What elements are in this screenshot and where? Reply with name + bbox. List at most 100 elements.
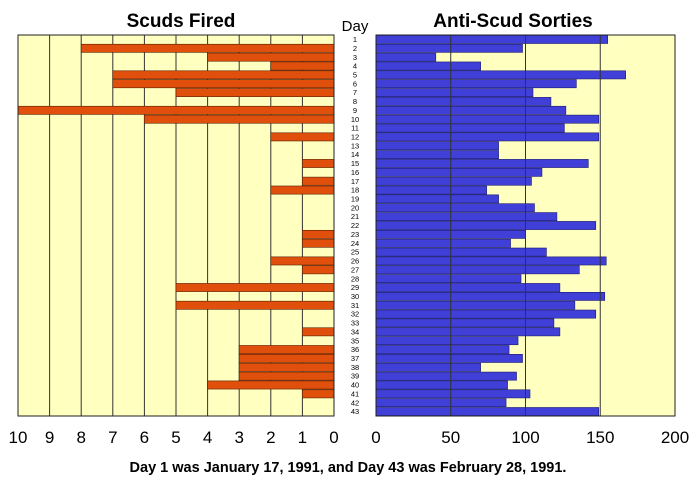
scuds-fired-bar — [270, 61, 335, 71]
day-label: 35 — [351, 336, 359, 345]
day-label: 39 — [351, 372, 359, 381]
anti-scud-sorties-bar — [375, 354, 523, 363]
anti-scud-sorties-bar — [375, 389, 531, 399]
day-labels: 1234567891011121314151617181920212223242… — [351, 35, 359, 416]
anti-scud-sorties-panel — [375, 34, 676, 417]
anti-scud-sorties-bar — [375, 256, 607, 266]
anti-scud-sorties-bar — [375, 309, 597, 319]
day-label: 36 — [351, 345, 359, 354]
anti-scud-sorties-bar — [375, 141, 499, 151]
scuds-fired-tick-label: 7 — [108, 428, 117, 447]
anti-scud-sorties-tick-label: 0 — [371, 428, 380, 447]
scuds-fired-bar — [238, 354, 335, 363]
day-label: 2 — [353, 44, 357, 53]
anti-scud-sorties-bar — [375, 238, 511, 248]
scuds-fired-bar — [302, 238, 335, 248]
day-label: 30 — [351, 292, 359, 301]
anti-scud-sorties-bar — [375, 105, 567, 115]
anti-scud-sorties-bar — [375, 70, 626, 80]
scuds-fired-title: Scuds Fired — [127, 11, 236, 32]
day-label: 41 — [351, 389, 359, 398]
anti-scud-sorties-bar — [375, 274, 522, 284]
day-label: 23 — [351, 230, 359, 239]
scuds-fired-bar — [302, 229, 335, 239]
scuds-fired-tick-label: 10 — [9, 428, 28, 447]
scuds-fired-bar — [175, 300, 335, 310]
day-label: 24 — [351, 239, 359, 248]
day-label: 3 — [353, 53, 357, 62]
day-label: 43 — [351, 407, 359, 416]
scuds-fired-bar — [302, 389, 335, 399]
anti-scud-sorties-bar — [375, 159, 589, 168]
day-label: 27 — [351, 265, 359, 274]
anti-scud-sorties-bar — [375, 176, 532, 186]
day-label: 21 — [351, 212, 359, 221]
day-label: 37 — [351, 354, 359, 363]
day-label: 22 — [351, 221, 359, 230]
day-label: 19 — [351, 195, 359, 204]
scuds-fired-tick-label: 9 — [45, 428, 54, 447]
anti-scud-sorties-bar — [375, 79, 577, 89]
day-label: 1 — [353, 35, 357, 44]
day-label: 26 — [351, 257, 359, 266]
day-label: 15 — [351, 159, 359, 168]
anti-scud-sorties-tick-label: 50 — [441, 428, 460, 447]
anti-scud-sorties-bar — [375, 185, 487, 195]
anti-scud-sorties-frame — [375, 34, 676, 417]
day-label: 40 — [351, 381, 359, 390]
day-label: 6 — [353, 79, 357, 88]
anti-scud-sorties-bar — [375, 407, 600, 416]
scuds-fired-bar — [17, 105, 335, 115]
scuds-fired-tick-label: 2 — [266, 428, 275, 447]
date-range-footnote: Day 1 was January 17, 1991, and Day 43 w… — [130, 460, 567, 476]
anti-scud-sorties-bar — [375, 371, 517, 381]
anti-scud-sorties-bar — [375, 327, 561, 337]
anti-scud-sorties-bar — [375, 292, 606, 301]
scuds-fired-bar — [270, 132, 335, 142]
anti-scud-sorties-bar — [375, 380, 508, 390]
anti-scud-sorties-tick-label: 100 — [511, 428, 539, 447]
scuds-fired-panel — [17, 34, 335, 417]
scuds-fired-bar — [238, 362, 335, 372]
anti-scud-sorties-bar — [375, 88, 534, 97]
anti-scud-sorties-bar — [375, 398, 507, 408]
scuds-fired-tick-label: 8 — [76, 428, 85, 447]
scuds-fired-bar — [302, 265, 335, 275]
day-label: 33 — [351, 319, 359, 328]
anti-scud-sorties-bar — [375, 123, 565, 133]
day-label: 5 — [353, 70, 357, 79]
day-label: 18 — [351, 186, 359, 195]
anti-scud-sorties-bar — [375, 61, 481, 71]
scuds-fired-tick-label: 5 — [171, 428, 180, 447]
day-label: 11 — [351, 124, 359, 133]
day-label: 14 — [351, 150, 359, 159]
anti-scud-sorties-bar — [375, 132, 600, 142]
day-label: 10 — [351, 115, 359, 124]
day-label: 25 — [351, 248, 359, 257]
anti-scud-sorties-bar — [375, 265, 580, 275]
scuds-fired-bar — [175, 88, 335, 97]
scuds-fired-bar — [80, 43, 335, 53]
anti-scud-sorties-tick-label: 150 — [586, 428, 614, 447]
anti-scud-sorties-bar — [375, 150, 499, 159]
scuds-fired-bar — [175, 283, 335, 292]
scuds-fired-bar — [207, 380, 335, 390]
scuds-fired-bar — [112, 70, 335, 80]
day-label: 29 — [351, 283, 359, 292]
scuds-fired-tick-label: 6 — [140, 428, 149, 447]
scuds-fired-x-ticks: 10 9 8 7 6 5 4 3 2 1 0 — [9, 428, 339, 447]
day-label: 31 — [351, 301, 359, 310]
day-label: 42 — [351, 398, 359, 407]
day-label: 12 — [351, 132, 359, 141]
scuds-fired-bar — [302, 159, 335, 168]
scuds-fired-tick-label: 0 — [329, 428, 338, 447]
scuds-fired-tick-label: 4 — [203, 428, 212, 447]
anti-scud-sorties-bar — [375, 194, 499, 204]
scuds-fired-bar — [238, 345, 335, 354]
scuds-fired-bar — [270, 256, 335, 266]
anti-scud-sorties-bar — [375, 35, 609, 44]
day-label: 8 — [353, 97, 357, 106]
scuds-fired-tick-label: 3 — [234, 428, 243, 447]
scuds-fired-bar — [270, 185, 335, 195]
anti-scud-sorties-tick-label: 200 — [661, 428, 689, 447]
